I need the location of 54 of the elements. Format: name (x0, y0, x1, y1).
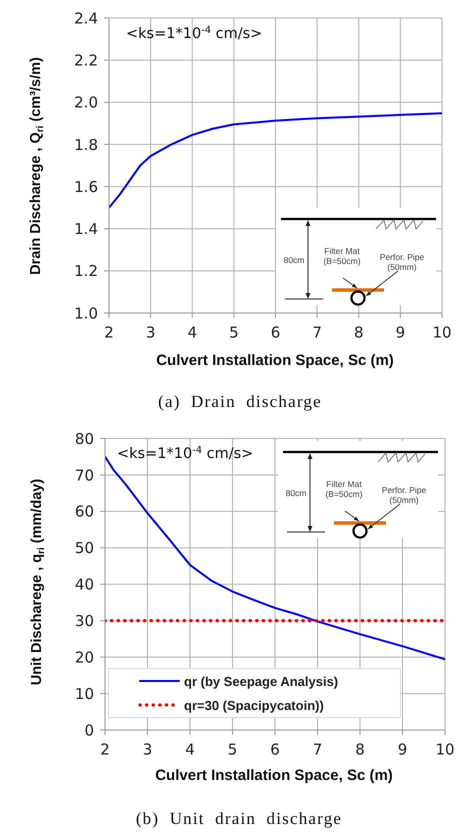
x-tick-label: 5 (228, 740, 238, 759)
y-tick-label: 1.8 (74, 136, 98, 154)
y-tick-label: 70 (74, 466, 94, 484)
annotation: <ks=1*10$^{-4}$ cm/s> (126, 24, 262, 44)
annotation: Perfor. Pipe (380, 252, 424, 262)
x-tick-label: 3 (146, 324, 156, 342)
x-tick-label: 5 (229, 324, 239, 342)
x-tick-label: 6 (270, 324, 280, 342)
text: (b) Unit drain discharge (136, 809, 342, 829)
annotation: Perfor. Pipe (382, 485, 426, 495)
x-tick-label: 8 (355, 740, 365, 759)
y-tick-label: 1.4 (74, 220, 98, 238)
x-tick-label: 10 (435, 740, 455, 759)
x-tick-label: 4 (187, 324, 198, 342)
annotation: (B=50cm) (323, 256, 361, 266)
y-tick-label: 30 (74, 612, 94, 630)
annotation: 80cm (284, 255, 304, 265)
y-tick-label: 1.0 (74, 304, 98, 322)
text: (a) Drain discharge (158, 392, 322, 412)
x-tick-label: 9 (398, 740, 408, 759)
y-tick-label: 60 (74, 502, 94, 521)
x-tick-label: 2 (100, 740, 110, 759)
annotation: (B=50cm) (325, 489, 363, 499)
x-tick-label: 8 (354, 324, 364, 342)
y-tick-label: 2.0 (74, 94, 98, 112)
annotation: <ks=1*10$^{-4}$ cm/s> (117, 444, 254, 464)
x-tick-label: 10 (432, 324, 452, 342)
legend-label: qr=30 (Spacipycatoin)) (184, 698, 324, 712)
annotation: 80cm (286, 488, 306, 498)
x-axis-title: Culvert Installation Space, Sc (m) (155, 767, 393, 785)
x-axis-title: Culvert Installation Space, Sc (m) (156, 352, 394, 370)
legend-label: qr (by Seepage Analysis) (184, 674, 338, 688)
x-tick-label: 7 (312, 740, 322, 759)
x-tick-label: 4 (185, 740, 195, 759)
y-tick-label: 20 (74, 648, 94, 666)
x-tick-label: 7 (312, 324, 322, 342)
y-tick-label: 1.2 (74, 262, 98, 280)
y-tick-label: 2.2 (74, 51, 98, 70)
y-tick-label: 40 (74, 576, 94, 594)
y-tick-label: 0 (84, 721, 94, 740)
x-tick-label: 3 (142, 740, 152, 759)
x-tick-label: 2 (104, 324, 114, 342)
x-tick-label: 9 (396, 324, 406, 342)
y-tick-label: 1.6 (74, 178, 98, 196)
x-tick-label: 6 (270, 740, 280, 759)
y-tick-label: 2.4 (74, 9, 98, 28)
y-tick-label: 80 (74, 430, 94, 448)
annotation: Filter Mat (324, 246, 360, 256)
annotation: Filter Mat (326, 479, 362, 489)
y-tick-label: 50 (74, 539, 94, 558)
annotation: (50mm) (387, 262, 417, 272)
line-series (109, 112, 442, 209)
y-tick-label: 10 (74, 684, 94, 703)
annotation: (50mm) (389, 495, 419, 505)
